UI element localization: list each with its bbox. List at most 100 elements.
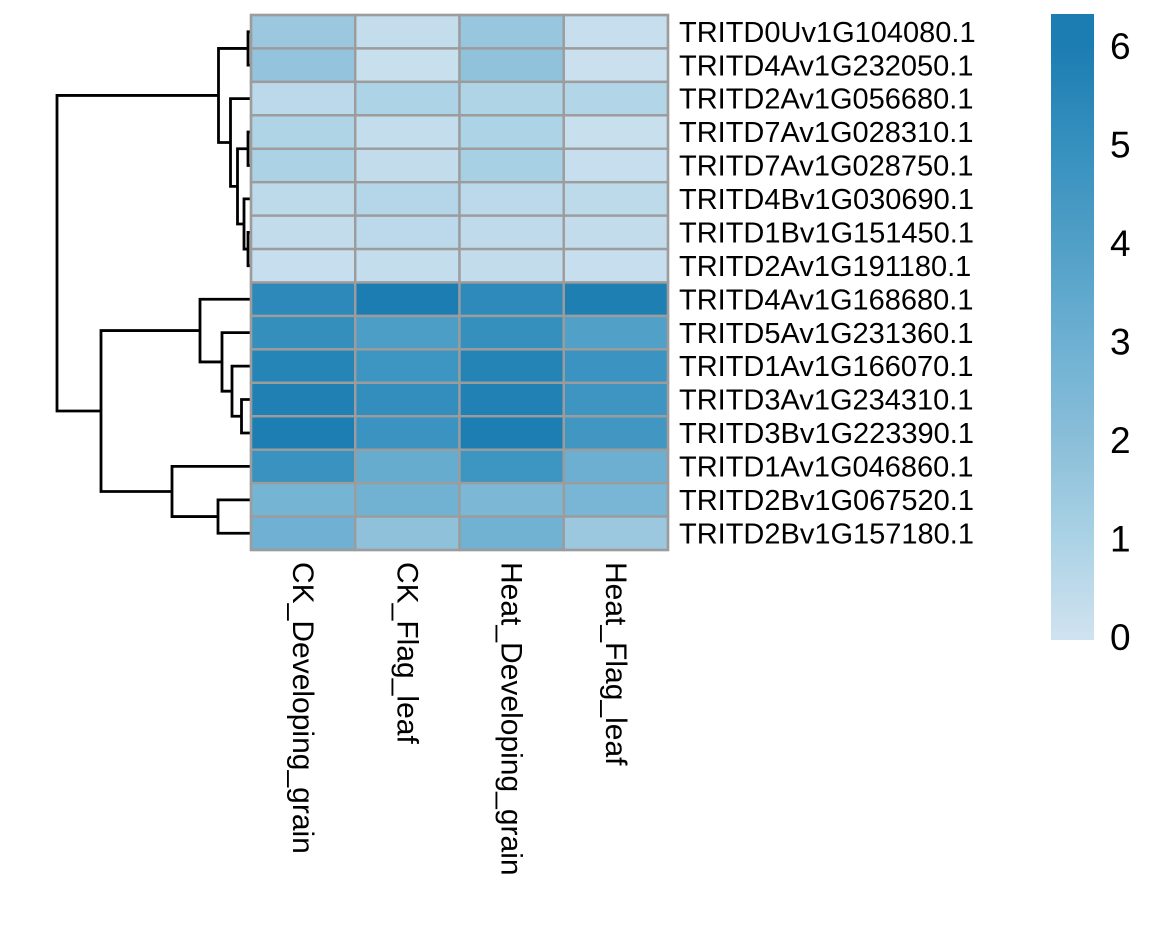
heatmap-cell	[562, 348, 670, 385]
heatmap-cell	[249, 281, 357, 318]
dendrogram-branch	[55, 94, 219, 413]
row-label: TRITD2Av1G056680.1	[679, 84, 973, 116]
row-label: TRITD0Uv1G104080.1	[679, 17, 976, 49]
heatmap-cell	[458, 247, 565, 284]
heatmap-cell	[249, 415, 357, 451]
colorbar-gradient	[1051, 14, 1094, 640]
colorbar-tick-label: 3	[1110, 321, 1131, 362]
heatmap-cell	[249, 448, 357, 485]
heatmap-cell	[458, 13, 565, 50]
row-label: TRITD1Av1G166070.1	[679, 351, 973, 383]
heatmap-cell	[458, 381, 565, 418]
colorbar-tick-label: 6	[1110, 26, 1131, 67]
heatmap-cell	[249, 247, 357, 284]
heatmap-cell	[458, 481, 565, 518]
dendrogram-branch	[246, 30, 250, 67]
heatmap-cell	[249, 515, 357, 552]
heatmap-cell	[354, 13, 461, 50]
heatmap-cell	[354, 348, 461, 385]
heatmap-cell	[249, 147, 357, 184]
row-label: TRITD3Av1G234310.1	[679, 385, 973, 417]
heatmap-cell	[562, 448, 670, 485]
row-label: TRITD7Av1G028750.1	[679, 151, 973, 183]
dendrogram-branch	[240, 398, 250, 435]
heatmap-cell	[354, 515, 461, 552]
heatmap-cell	[249, 47, 357, 84]
heatmap-cell	[458, 348, 565, 385]
colorbar-tick-label: 4	[1110, 223, 1131, 264]
colorbar-tick-label: 0	[1110, 617, 1131, 658]
heatmap-cell	[354, 415, 461, 451]
heatmap-cell	[562, 80, 670, 117]
row-label: TRITD2Av1G191180.1	[679, 251, 971, 283]
heatmap-cell	[354, 180, 461, 217]
heatmap-cell	[458, 80, 565, 117]
row-dendrogram	[55, 30, 250, 535]
heatmap-cell	[458, 415, 565, 451]
heatmap-cell	[562, 314, 670, 351]
heatmap-cell	[249, 13, 357, 50]
heatmap-cell	[249, 314, 357, 351]
heatmap-cell	[562, 415, 670, 451]
column-labels: CK_Developing_grain CK_Flag_leaf Heat_Deve…	[286, 562, 632, 876]
colorbar-tick-label: 2	[1110, 420, 1131, 461]
heatmap-cell	[249, 381, 357, 418]
heatmap-cell	[458, 114, 565, 150]
dendrogram-branch	[198, 297, 250, 364]
heatmap-cell	[562, 180, 670, 217]
heatmap-cell	[562, 515, 670, 552]
row-label: TRITD4Av1G232050.1	[679, 50, 973, 82]
heatmap-cell	[354, 314, 461, 351]
heatmap-cell	[562, 13, 670, 50]
heatmap-cell	[458, 314, 565, 351]
heatmap-cell	[458, 281, 565, 318]
heatmap-cell	[562, 381, 670, 418]
heatmap-grid	[249, 13, 670, 552]
heatmap-cell	[562, 214, 670, 251]
heatmap-cell	[354, 80, 461, 117]
heatmap-cell	[562, 281, 670, 318]
heatmap-cell	[249, 214, 357, 251]
heatmap-cell	[354, 214, 461, 251]
heatmap-cell	[458, 180, 565, 217]
heatmap-cell	[562, 247, 670, 284]
row-label: TRITD5Av1G231360.1	[679, 318, 973, 350]
dendrogram-branch	[170, 465, 250, 518]
heatmap-cell	[354, 114, 461, 150]
heatmap-cell	[458, 147, 565, 184]
heatmap-cell	[458, 214, 565, 251]
heatmap-cell	[458, 448, 565, 485]
heatmap-cell	[354, 281, 461, 318]
colorbar: 0 1 2 3 4 5 6	[1051, 14, 1131, 658]
heatmap-cell	[354, 247, 461, 284]
dendrogram-branch	[217, 47, 248, 144]
dendrogram-branch	[216, 498, 250, 535]
heatmap-cell	[249, 481, 357, 518]
heatmap-cell	[354, 481, 461, 518]
heatmap-cell	[562, 114, 670, 150]
heatmap-cell	[458, 515, 565, 552]
row-label: TRITD4Bv1G030690.1	[679, 184, 974, 216]
heatmap-cell	[354, 381, 461, 418]
heatmap-cell	[458, 47, 565, 84]
heatmap-cell	[249, 180, 357, 217]
heatmap-cell	[249, 348, 357, 385]
row-labels: TRITD0Uv1G104080.1TRITD4Av1G232050.1TRIT…	[679, 17, 976, 551]
heatmap-cell	[354, 448, 461, 485]
column-label: CK_Flag_leaf	[390, 562, 423, 744]
column-label: Heat_Developing_grain	[495, 562, 528, 876]
row-label: TRITD1Bv1G151450.1	[679, 217, 974, 249]
column-label: Heat_Flag_leaf	[599, 562, 632, 766]
heatmap-cell	[562, 47, 670, 84]
dendrogram-branch	[246, 230, 250, 268]
heatmap-cell	[249, 80, 357, 117]
row-label: TRITD2Bv1G067520.1	[679, 485, 974, 517]
heatmap-cell	[562, 147, 670, 184]
row-label: TRITD3Bv1G223390.1	[679, 418, 974, 450]
colorbar-tick-label: 1	[1110, 518, 1131, 559]
row-label: TRITD4Av1G168680.1	[679, 284, 973, 316]
dendrogram-branch	[246, 130, 250, 167]
colorbar-tick-label: 5	[1110, 124, 1131, 165]
